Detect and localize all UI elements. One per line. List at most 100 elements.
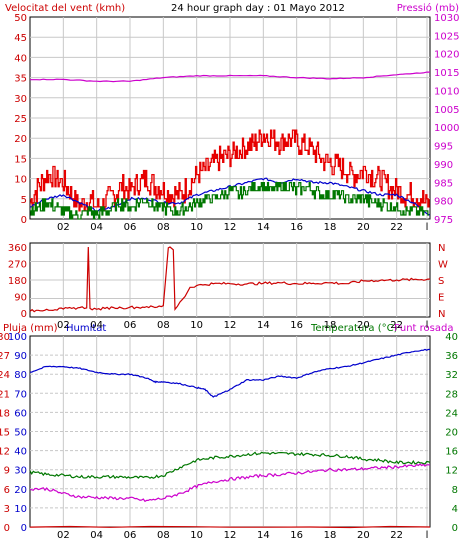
y-tick-right: 20 <box>445 428 458 439</box>
x-tick-label: 06 <box>124 320 137 331</box>
y-tick-right: 4 <box>452 504 458 515</box>
x-tick-label: 12 <box>224 530 237 541</box>
y-tick-left-humidity: 100 <box>8 332 27 343</box>
x-tick-label: 12 <box>224 320 237 331</box>
y-tick-right: 1025 <box>434 31 459 42</box>
y-tick-left-rain: 24 <box>0 370 10 381</box>
y-tick-right: 1000 <box>434 123 459 134</box>
y-tick-left: 30 <box>14 94 27 105</box>
x-tick-label: l <box>426 320 429 331</box>
y-tick-right: 12 <box>445 466 458 477</box>
y-tick-left-rain: 12 <box>0 447 10 458</box>
y-tick-left-humidity: 90 <box>14 351 27 362</box>
y-tick-right: N <box>438 243 445 254</box>
y-tick-left-rain: 18 <box>0 408 10 419</box>
x-tick-label: 06 <box>124 530 137 541</box>
x-tick-label: 22 <box>390 222 403 233</box>
y-tick-left-rain: 0 <box>4 523 10 534</box>
y-tick-left: 45 <box>14 33 27 44</box>
x-tick-label: 14 <box>257 320 270 331</box>
x-tick-label: 18 <box>324 222 337 233</box>
series-line-dewpoint <box>29 463 431 503</box>
y-tick-left: 10 <box>14 175 27 186</box>
y-tick-right: 1005 <box>434 105 459 116</box>
x-tick-label: 16 <box>290 222 303 233</box>
y-tick-left-humidity: 80 <box>14 370 27 381</box>
y-tick-left: 180 <box>8 276 27 287</box>
x-tick-label: 12 <box>224 222 237 233</box>
y-tick-left-rain: 15 <box>0 428 10 439</box>
y-tick-left-rain: 30 <box>0 332 10 343</box>
wind-axis-label: Velocitat del vent (kmh) <box>5 3 125 14</box>
y-tick-left-humidity: 40 <box>14 447 27 458</box>
x-tick-label: 08 <box>157 530 170 541</box>
chart-panel-3: 02 04 06 08 10 12 14 16 18 20 22 l01020304050607080… <box>0 332 458 541</box>
y-tick-right: 1010 <box>434 86 459 97</box>
y-tick-right: 40 <box>445 332 458 343</box>
x-tick-label: 02 <box>57 222 70 233</box>
x-tick-label: 02 <box>57 530 70 541</box>
y-tick-left-rain: 21 <box>0 389 10 400</box>
y-tick-left: 90 <box>14 293 27 304</box>
y-tick-left: 5 <box>21 195 27 206</box>
y-tick-right: 32 <box>445 370 458 381</box>
dewpoint-axis-label: Punt rosada <box>394 323 453 334</box>
x-tick-label: 04 <box>90 530 103 541</box>
y-tick-right: 8 <box>452 485 458 496</box>
x-tick-label: 16 <box>290 530 303 541</box>
y-tick-left-rain: 27 <box>0 351 10 362</box>
y-tick-left: 360 <box>8 243 27 254</box>
y-tick-right: E <box>438 293 444 304</box>
y-tick-left-humidity: 30 <box>14 466 27 477</box>
y-tick-left: 35 <box>14 74 27 85</box>
x-tick-label: 14 <box>257 222 270 233</box>
x-tick-label: 08 <box>157 320 170 331</box>
y-tick-left-humidity: 60 <box>14 408 27 419</box>
x-tick-label: 14 <box>257 530 270 541</box>
chart-title: 24 hour graph day : 01 Mayo 2012 <box>171 3 345 14</box>
y-tick-right: 0 <box>452 523 458 534</box>
x-tick-label: 18 <box>324 320 337 331</box>
x-tick-label: 10 <box>190 530 203 541</box>
humidity-axis-label: Humitat <box>66 323 106 334</box>
x-tick-label: 04 <box>90 320 103 331</box>
x-tick-label: l <box>426 530 429 541</box>
y-tick-left-humidity: 70 <box>14 389 27 400</box>
y-tick-left-humidity: 50 <box>14 428 27 439</box>
x-tick-label: 20 <box>357 320 370 331</box>
y-tick-left: 0 <box>21 215 27 226</box>
y-tick-left: 25 <box>14 114 27 125</box>
x-tick-label: 22 <box>390 320 403 331</box>
pressure-axis-label: Pressió (mb) <box>397 2 459 14</box>
x-tick-label: 16 <box>290 320 303 331</box>
y-tick-right: 16 <box>445 447 458 458</box>
y-tick-right: 980 <box>434 197 453 208</box>
x-tick-label: 10 <box>190 320 203 331</box>
temperature-axis-label: Temperatura (°C) <box>310 323 398 334</box>
y-tick-left-humidity: 0 <box>21 523 27 534</box>
chart-panel-1: 02 04 06 08 10 12 14 16 18 20 22 l05101520253035404… <box>14 13 459 233</box>
rain-axis-label: Pluja (mm) <box>3 323 58 334</box>
y-tick-left-rain: 6 <box>4 485 10 496</box>
y-tick-left-humidity: 10 <box>14 504 27 515</box>
y-tick-right: 28 <box>445 389 458 400</box>
y-tick-right: N <box>438 309 445 320</box>
y-tick-right: 36 <box>445 351 458 362</box>
series-line-dir <box>29 246 430 313</box>
x-tick-label: 18 <box>324 530 337 541</box>
x-tick-label: l <box>426 222 429 233</box>
x-tick-label: 08 <box>157 222 170 233</box>
y-tick-left: 20 <box>14 134 27 145</box>
y-tick-left: 50 <box>14 13 27 24</box>
y-tick-right: 1030 <box>434 13 459 24</box>
series-line-humidity <box>29 348 431 398</box>
y-tick-right: 985 <box>434 178 453 189</box>
y-tick-right: 975 <box>434 215 453 226</box>
y-tick-left: 40 <box>14 53 27 64</box>
x-tick-label: 04 <box>90 222 103 233</box>
x-tick-label: 10 <box>190 222 203 233</box>
x-tick-label: 20 <box>357 222 370 233</box>
y-tick-left: 15 <box>14 154 27 165</box>
